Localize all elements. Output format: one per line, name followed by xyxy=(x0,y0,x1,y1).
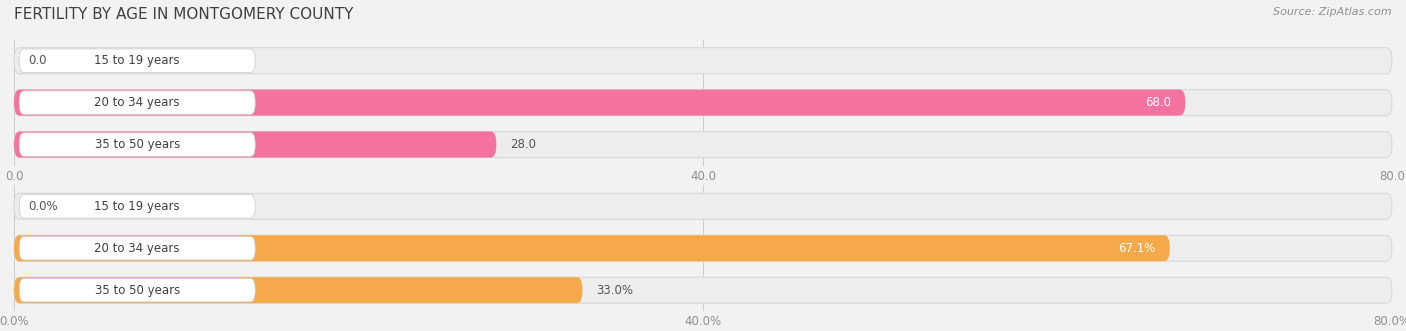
FancyBboxPatch shape xyxy=(20,49,256,72)
FancyBboxPatch shape xyxy=(20,133,256,156)
Text: 68.0: 68.0 xyxy=(1146,96,1171,109)
Text: FERTILITY BY AGE IN MONTGOMERY COUNTY: FERTILITY BY AGE IN MONTGOMERY COUNTY xyxy=(14,7,353,22)
Text: 67.1%: 67.1% xyxy=(1119,242,1156,255)
Text: 15 to 19 years: 15 to 19 years xyxy=(94,54,180,67)
FancyBboxPatch shape xyxy=(14,48,1392,74)
Text: 15 to 19 years: 15 to 19 years xyxy=(94,200,180,213)
FancyBboxPatch shape xyxy=(14,90,1185,116)
Text: 33.0%: 33.0% xyxy=(596,284,633,297)
Text: 20 to 34 years: 20 to 34 years xyxy=(94,96,180,109)
FancyBboxPatch shape xyxy=(20,195,256,218)
FancyBboxPatch shape xyxy=(14,193,1392,219)
Text: 28.0: 28.0 xyxy=(510,138,536,151)
Text: 0.0: 0.0 xyxy=(28,54,46,67)
FancyBboxPatch shape xyxy=(14,131,496,158)
FancyBboxPatch shape xyxy=(14,90,1392,116)
FancyBboxPatch shape xyxy=(20,237,256,260)
FancyBboxPatch shape xyxy=(14,277,582,303)
Text: 20 to 34 years: 20 to 34 years xyxy=(94,242,180,255)
Text: 35 to 50 years: 35 to 50 years xyxy=(94,138,180,151)
FancyBboxPatch shape xyxy=(14,131,1392,158)
FancyBboxPatch shape xyxy=(14,235,1392,261)
FancyBboxPatch shape xyxy=(20,278,256,302)
Text: Source: ZipAtlas.com: Source: ZipAtlas.com xyxy=(1274,7,1392,17)
Text: 0.0%: 0.0% xyxy=(28,200,58,213)
Text: 35 to 50 years: 35 to 50 years xyxy=(94,284,180,297)
FancyBboxPatch shape xyxy=(14,235,1170,261)
FancyBboxPatch shape xyxy=(14,277,1392,303)
FancyBboxPatch shape xyxy=(20,91,256,114)
